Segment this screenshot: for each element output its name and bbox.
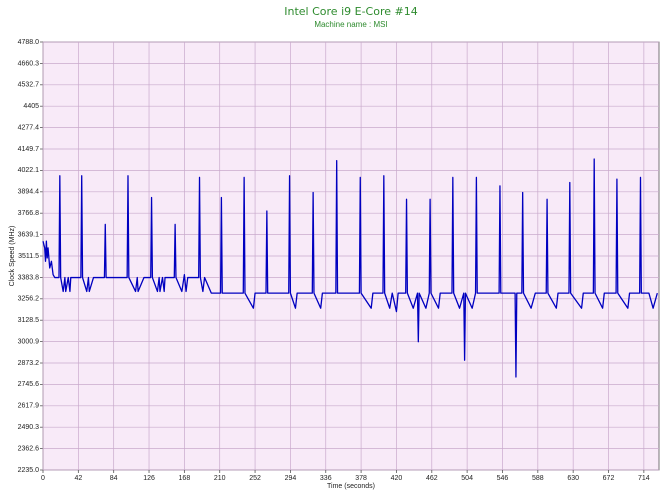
chart-subtitle: Machine name : MSI — [314, 20, 387, 29]
y-tick-label: 3256.2 — [18, 296, 40, 303]
x-tick-label: 84 — [110, 475, 118, 482]
x-tick-label: 0 — [41, 475, 45, 482]
x-tick-label: 462 — [426, 475, 438, 482]
y-tick-label: 3000.9 — [18, 338, 40, 345]
y-tick-label: 3383.8 — [18, 274, 40, 281]
y-tick-label: 2235.0 — [18, 467, 40, 474]
x-tick-label: 672 — [603, 475, 615, 482]
y-axis-label: Clock Speed (MHz) — [9, 226, 16, 287]
x-tick-label: 630 — [567, 475, 579, 482]
y-tick-label: 2617.9 — [18, 403, 40, 410]
chart-title: Intel Core i9 E-Core #14 — [284, 5, 417, 18]
x-tick-label: 42 — [74, 475, 82, 482]
y-tick-label: 3511.5 — [18, 253, 39, 260]
y-tick-label: 3766.8 — [18, 210, 40, 217]
y-tick-label: 4022.1 — [18, 167, 40, 174]
x-tick-label: 714 — [638, 475, 650, 482]
y-tick-label: 2490.3 — [18, 424, 40, 431]
y-tick-label: 3128.5 — [18, 317, 40, 324]
y-tick-label: 4532.7 — [18, 82, 40, 89]
x-tick-label: 504 — [461, 475, 473, 482]
x-tick-label: 588 — [532, 475, 544, 482]
y-tick-label: 4149.7 — [18, 146, 40, 153]
y-tick-label: 2745.6 — [18, 381, 40, 388]
x-tick-label: 126 — [143, 475, 155, 482]
y-tick-label: 4788.0 — [18, 39, 40, 46]
x-tick-label: 336 — [320, 475, 332, 482]
data-line — [42, 158, 658, 378]
y-tick-label: 3894.4 — [18, 189, 40, 196]
y-tick-label: 4277.4 — [18, 124, 40, 131]
x-tick-label: 252 — [249, 475, 261, 482]
y-tick-label: 2362.6 — [18, 445, 40, 452]
y-tick-label: 3639.1 — [18, 231, 40, 238]
y-tick-label: 4405 — [23, 103, 39, 110]
x-tick-label: 294 — [285, 475, 297, 482]
x-tick-label: 168 — [179, 475, 191, 482]
x-tick-label: 378 — [355, 475, 367, 482]
x-tick-label: 546 — [497, 475, 509, 482]
y-tick-label: 2873.2 — [18, 360, 40, 367]
x-tick-label: 210 — [214, 475, 226, 482]
x-axis-label: Time (seconds) — [327, 483, 375, 490]
y-tick-label: 4660.3 — [18, 60, 40, 67]
x-tick-label: 420 — [391, 475, 403, 482]
